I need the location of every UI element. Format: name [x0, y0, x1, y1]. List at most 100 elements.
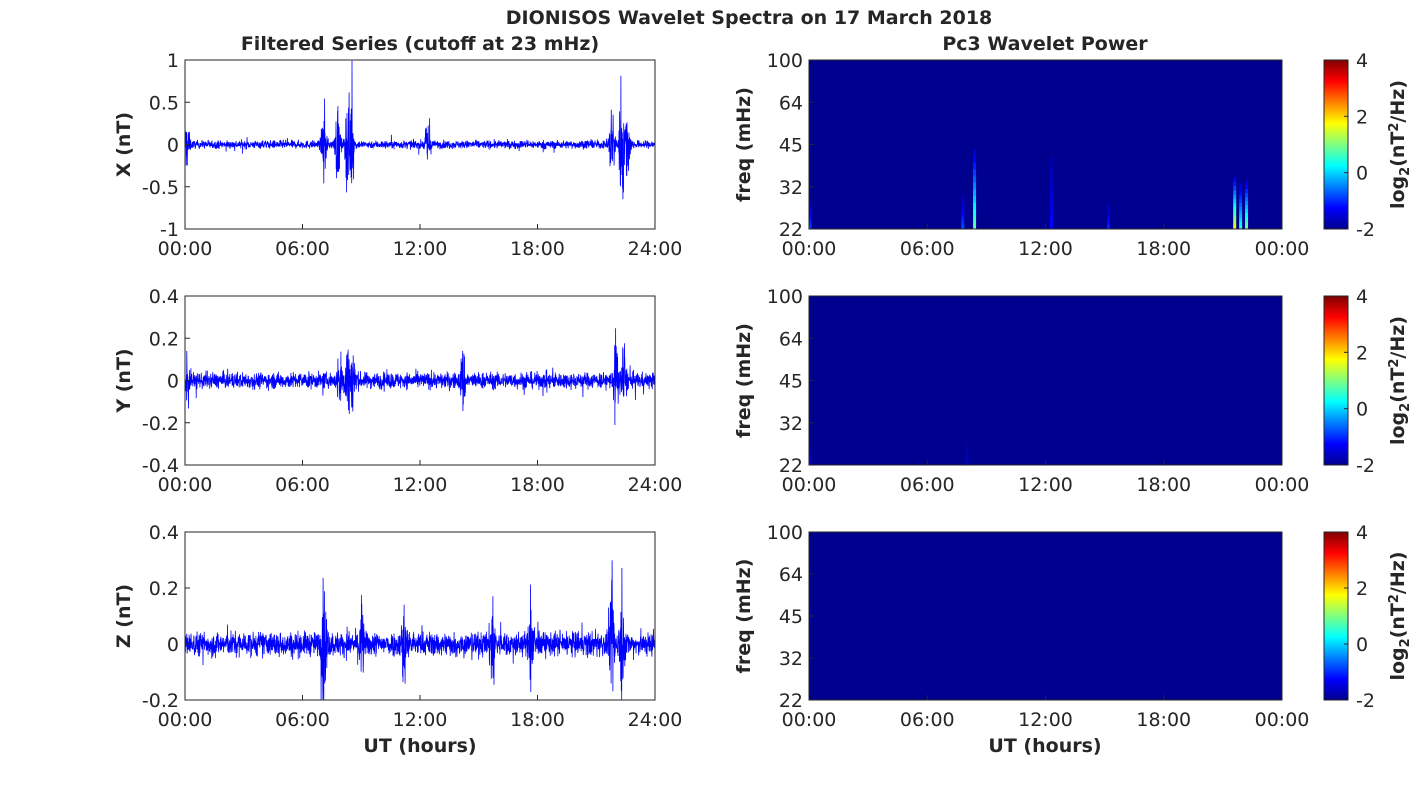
power-x-ylabel: freq (mHz)	[733, 87, 755, 202]
power-y-event-cell	[808, 458, 812, 461]
series-x-ylabel: X (nT)	[113, 112, 135, 177]
series-y-ytick-label: 0	[167, 371, 179, 393]
power-z-xtick-label: 06:00	[900, 709, 955, 731]
power-y-event-cell	[965, 449, 969, 453]
power-x-event-cell	[1245, 216, 1249, 222]
power-x-event-cell	[1239, 198, 1243, 204]
power-x-event-cell	[1245, 192, 1249, 198]
power-x-event-cell	[1107, 213, 1111, 217]
power-x-event-cell	[1049, 156, 1053, 164]
power-z-colorbar	[1323, 531, 1349, 701]
series-x-xtick-label: 12:00	[393, 238, 448, 260]
power-x-colorbar-label-part: (nT	[1387, 132, 1409, 167]
power-z-ytick-label: 32	[779, 648, 803, 670]
power-x-event-cell	[1107, 226, 1111, 230]
series-y-ytick-label: -0.4	[142, 455, 179, 477]
power-z-colorbar-tick-label: 4	[1356, 522, 1368, 544]
power-x-colorbar-tick-label: 4	[1356, 50, 1368, 72]
power-y-event-cell	[965, 442, 969, 445]
power-x-event-cell	[1049, 222, 1053, 230]
power-z-xtick-label: 00:00	[782, 709, 837, 731]
power-x-event-cell	[1049, 162, 1053, 170]
power-z-ytick-label: 64	[779, 564, 803, 586]
power-x-event-cell	[973, 189, 977, 197]
power-x-event-cell	[1239, 202, 1243, 207]
power-x-event-cell	[1245, 212, 1249, 218]
power-x-event-cell	[961, 217, 965, 221]
power-z-colorbar-tick-label: 2	[1356, 578, 1368, 600]
power-y-event-cell	[965, 453, 969, 456]
power-z-ytick-label: 100	[767, 522, 803, 544]
series-z-ytick-label: 0.2	[149, 578, 179, 600]
power-x-event-cell	[973, 222, 977, 230]
series-z-xtick-label: 18:00	[510, 709, 565, 731]
power-x-event-cell	[1107, 224, 1111, 228]
power-x-event-cell	[1239, 210, 1243, 215]
series-x-xtick-label: 18:00	[510, 238, 565, 260]
power-z-background	[809, 532, 1282, 700]
power-x-event-cell	[808, 217, 812, 221]
power-x-event-cell	[1233, 220, 1237, 226]
power-y-event-cell	[965, 457, 969, 460]
power-x-event-cell	[1245, 208, 1249, 214]
power-z-colorbar-label-part: log	[1387, 647, 1409, 680]
series-x-ytick-label: -1	[160, 219, 179, 241]
power-y-ytick-label: 100	[767, 286, 803, 308]
power-x-xtick-label: 00:00	[1255, 238, 1310, 260]
power-z-xtick-label: 18:00	[1136, 709, 1191, 731]
power-y-event-cell	[808, 446, 812, 449]
power-x-colorbar	[1323, 59, 1349, 230]
series-z-xtick-label: 24:00	[628, 709, 683, 731]
series-z-ytick-label: 0.4	[149, 522, 179, 544]
power-x-event-cell	[1239, 206, 1243, 211]
power-x-event-cell	[1239, 183, 1243, 189]
power-x-event-cell	[808, 213, 812, 217]
power-x-event-cell	[1107, 211, 1111, 214]
power-x-event-cell	[961, 200, 965, 204]
power-x-event-cell	[1233, 211, 1237, 217]
power-x-event-cell	[961, 203, 965, 207]
power-x-event-cell	[1107, 222, 1111, 226]
power-x-event-cell	[1107, 220, 1111, 223]
power-z-colorbar-label: log2(nT2/Hz)	[1387, 551, 1413, 680]
power-z-xtick-label: 12:00	[1018, 709, 1073, 731]
power-y-event-cell	[808, 447, 812, 450]
power-x-ytick-label: 22	[779, 219, 803, 241]
power-y-colorbar-label: log2(nT2/Hz)	[1387, 316, 1413, 445]
power-x-event-cell	[1233, 216, 1237, 221]
power-y-ytick-label: 32	[779, 413, 803, 435]
series-z-xtick-label: 00:00	[158, 709, 213, 731]
power-x-event-cell	[973, 202, 977, 210]
series-y-trace	[184, 328, 656, 426]
power-x-event-cell	[961, 197, 965, 201]
power-x-event-cell	[1233, 203, 1237, 208]
power-x-xtick-label: 12:00	[1018, 238, 1073, 260]
series-y-xtick-label: 18:00	[510, 474, 565, 496]
power-x-event-cell	[808, 202, 812, 205]
power-x-event-cell	[1049, 216, 1053, 224]
power-x-event-cell	[808, 215, 812, 219]
series-y-xtick-label: 00:00	[158, 474, 213, 496]
power-x-event-cell	[1239, 213, 1243, 219]
power-x-xtick-label: 06:00	[900, 238, 955, 260]
power-z-colorbar-label-part: (nT	[1387, 603, 1409, 638]
power-x-event-cell	[1239, 217, 1243, 222]
series-z-xtick-label: 12:00	[393, 709, 448, 731]
series-y-ylabel: Y (nT)	[113, 348, 135, 413]
series-y-ytick-label: -0.2	[142, 413, 179, 435]
power-y-colorbar-label-part: 2	[1387, 359, 1402, 368]
power-x-ytick-label: 45	[779, 135, 803, 157]
power-x-event-cell	[973, 182, 977, 190]
power-x-event-cell	[808, 222, 812, 226]
series-x-ytick-label: 1	[167, 50, 179, 72]
power-x-event-cell	[1049, 186, 1053, 194]
series-y-ytick-label: 0.2	[149, 328, 179, 350]
power-x-event-cell	[961, 214, 965, 218]
power-y-colorbar-tick-label: 0	[1356, 399, 1368, 421]
series-y-xtick-label: 24:00	[628, 474, 683, 496]
power-x-event-cell	[973, 175, 977, 183]
power-x-event-cell	[1233, 185, 1237, 191]
series-z-frame	[184, 531, 656, 701]
power-x-event-cell	[808, 208, 812, 212]
